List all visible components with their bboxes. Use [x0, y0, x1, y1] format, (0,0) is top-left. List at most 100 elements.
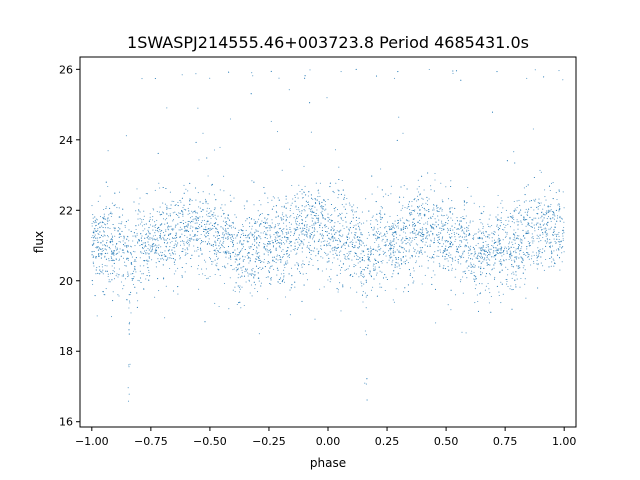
data-point	[313, 241, 316, 243]
data-point	[299, 272, 301, 274]
data-point	[296, 226, 298, 228]
data-point	[266, 250, 268, 252]
data-point	[521, 261, 523, 263]
data-point	[187, 226, 189, 228]
data-point	[460, 263, 462, 265]
data-point	[129, 363, 131, 365]
data-point	[91, 236, 93, 239]
data-point	[158, 182, 160, 184]
data-point	[496, 244, 499, 246]
data-point	[205, 226, 207, 228]
data-point	[182, 219, 184, 222]
data-point	[358, 276, 360, 278]
data-point	[273, 227, 275, 229]
data-point	[197, 246, 199, 248]
data-point	[238, 251, 240, 254]
data-point	[559, 244, 561, 246]
data-point	[460, 255, 462, 257]
data-point	[143, 246, 145, 248]
data-point	[378, 230, 380, 233]
data-point	[405, 255, 407, 257]
data-point	[365, 281, 367, 283]
data-point	[91, 225, 93, 227]
data-point	[282, 228, 284, 231]
data-point	[104, 294, 106, 296]
data-point	[188, 210, 190, 212]
data-point	[207, 277, 209, 279]
data-point	[413, 270, 415, 272]
data-point	[214, 206, 216, 209]
data-point	[218, 234, 220, 237]
data-point	[163, 239, 165, 241]
data-point	[506, 280, 508, 283]
data-point	[179, 257, 181, 259]
data-point	[392, 259, 394, 261]
data-point	[537, 228, 539, 230]
data-point	[196, 238, 198, 240]
data-point	[485, 285, 487, 287]
data-point	[148, 238, 150, 240]
data-point	[378, 244, 380, 246]
data-point	[339, 213, 341, 215]
data-point	[236, 254, 238, 256]
data-point	[481, 232, 483, 234]
data-point	[439, 249, 441, 251]
data-point	[261, 261, 263, 263]
data-point	[292, 248, 294, 251]
data-point	[511, 259, 513, 261]
data-point	[222, 246, 224, 248]
data-point	[274, 239, 276, 241]
data-point	[548, 228, 550, 230]
data-point	[400, 220, 402, 222]
data-point	[279, 278, 281, 281]
data-point	[132, 250, 134, 252]
data-point	[190, 225, 192, 227]
data-point	[288, 148, 291, 150]
data-point	[392, 247, 394, 250]
data-point	[371, 216, 373, 218]
data-point	[325, 208, 327, 210]
data-point	[181, 240, 184, 242]
data-point	[270, 279, 272, 281]
data-point	[428, 68, 430, 71]
data-point	[107, 252, 109, 254]
data-point	[281, 219, 283, 221]
data-point	[406, 207, 408, 209]
data-point	[501, 212, 503, 214]
data-point	[369, 271, 371, 273]
data-point	[355, 258, 358, 260]
data-point	[391, 264, 393, 266]
data-point	[148, 253, 150, 255]
data-point	[315, 215, 317, 217]
data-point	[525, 297, 527, 299]
data-point	[354, 211, 356, 213]
data-point	[236, 248, 239, 250]
data-point	[493, 250, 495, 252]
data-point	[321, 233, 323, 235]
data-point	[549, 189, 551, 192]
data-point	[537, 235, 539, 238]
data-point	[473, 271, 475, 273]
data-point	[199, 224, 201, 226]
data-point	[164, 203, 166, 205]
data-point	[549, 247, 551, 249]
data-point	[353, 272, 356, 274]
data-point	[121, 275, 123, 277]
data-point	[548, 242, 550, 244]
data-point	[282, 278, 285, 280]
data-point	[233, 237, 235, 239]
data-point	[215, 222, 217, 224]
data-point	[505, 235, 507, 237]
data-point	[374, 241, 376, 244]
data-point	[480, 274, 482, 276]
data-point	[498, 243, 500, 245]
data-point	[421, 265, 423, 267]
data-point	[113, 227, 115, 229]
data-point	[449, 236, 451, 238]
data-point	[362, 259, 364, 261]
data-point	[140, 281, 142, 284]
data-point	[346, 236, 348, 238]
data-point	[104, 256, 106, 258]
data-point	[487, 236, 489, 238]
data-point	[114, 229, 116, 231]
